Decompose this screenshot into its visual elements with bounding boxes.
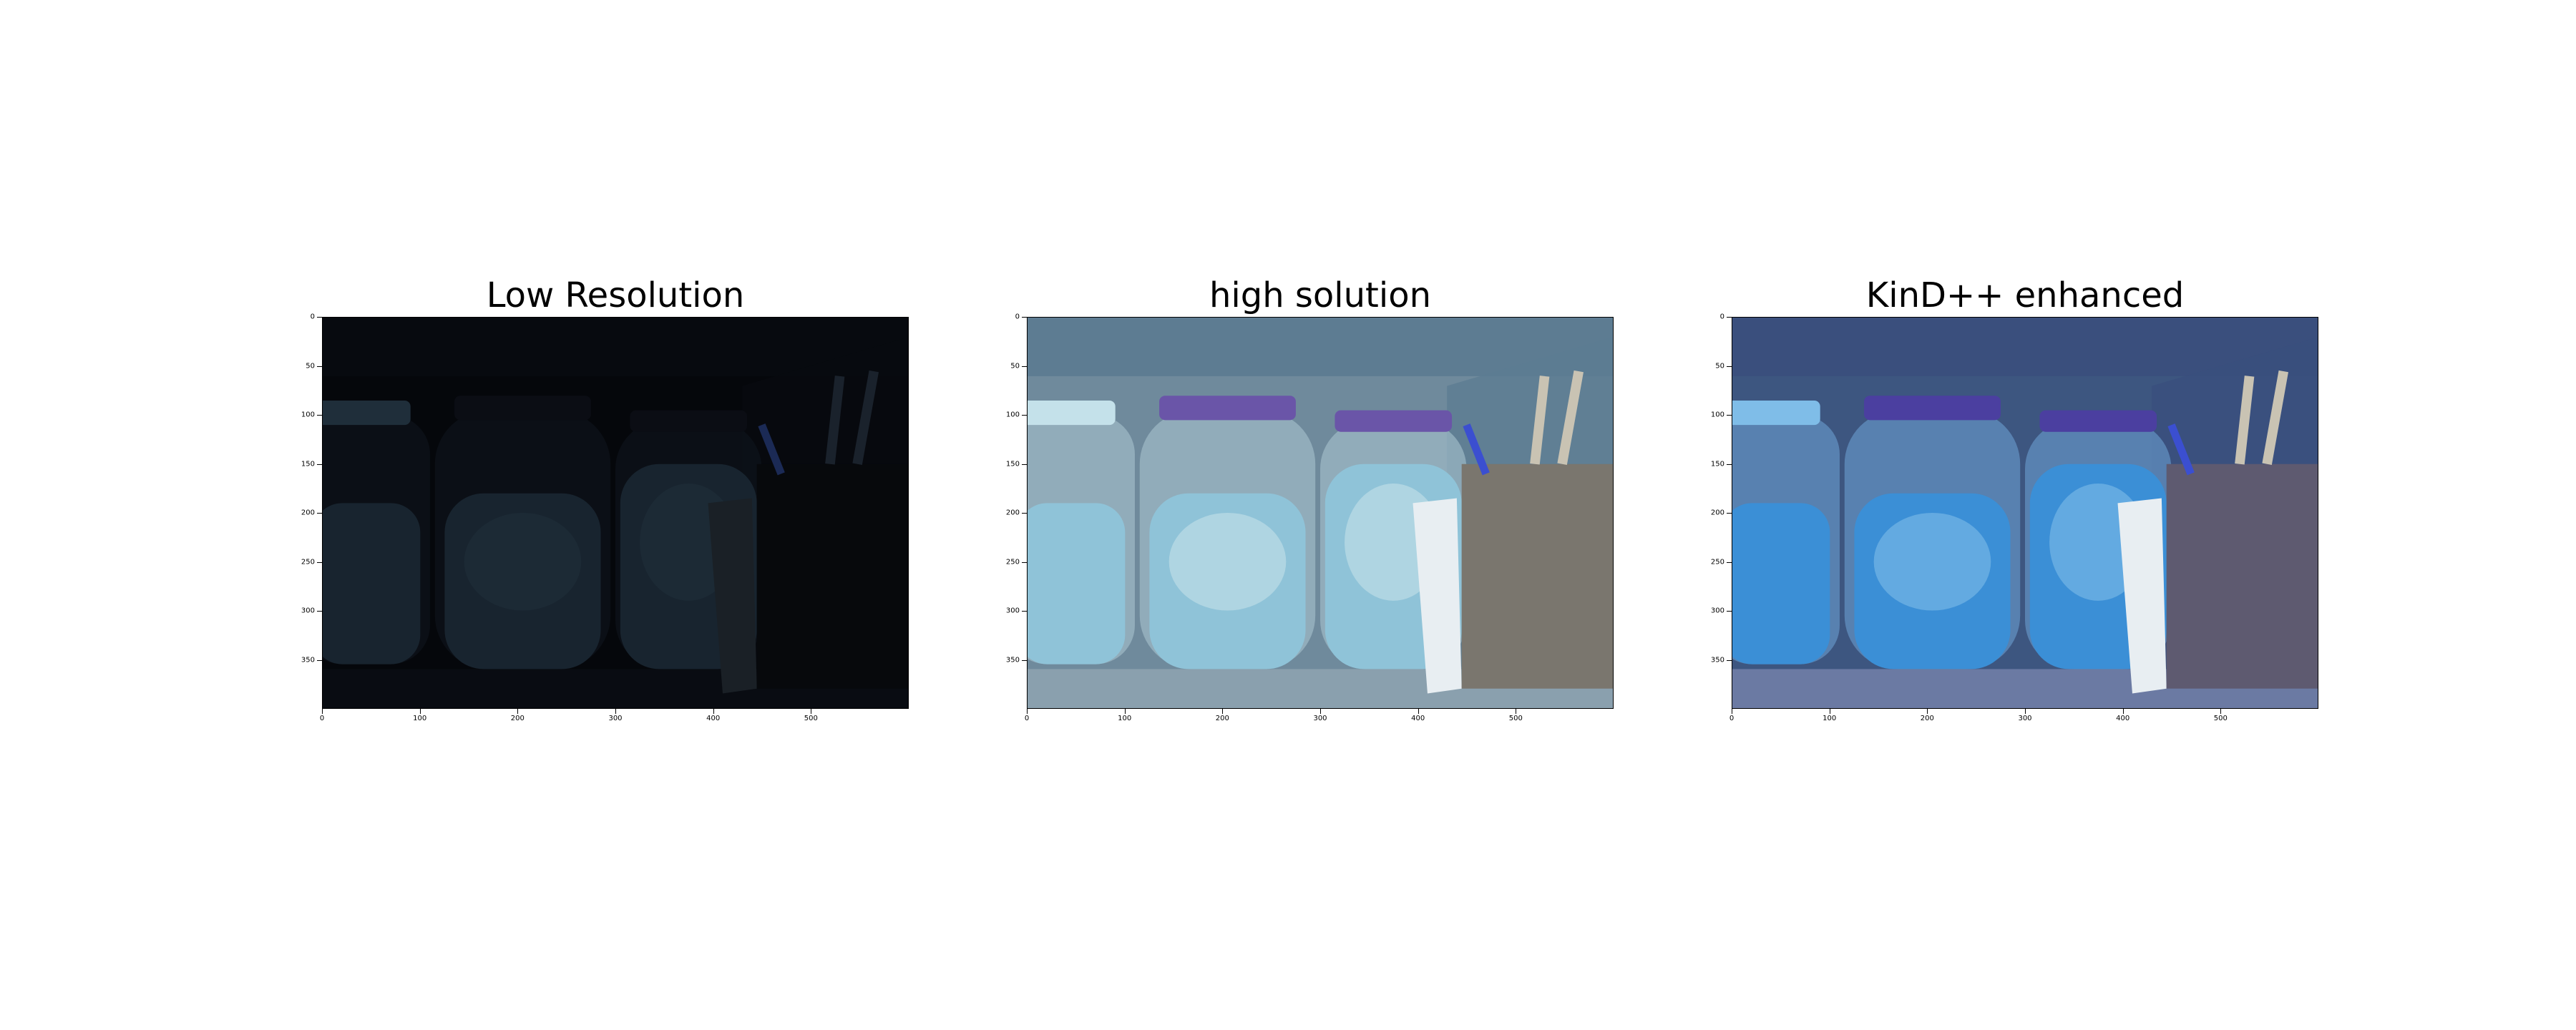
x-tick [1418,709,1419,714]
x-tick-label: 300 [2018,715,2032,722]
y-tick-label: 250 [1710,558,1724,566]
x-tick-label: 0 [319,715,325,722]
y-tick [317,415,322,416]
photo [1732,317,2318,709]
x-tick-label: 100 [1823,715,1837,722]
y-tick [317,464,322,465]
y-tick-label: 200 [301,509,315,517]
x-tick-label: 400 [706,715,721,722]
x-tick-label: 0 [1024,715,1030,722]
x-tick [1927,709,1928,714]
panel-title: KinD++ enhanced [1865,275,2185,315]
y-tick-label: 350 [301,656,315,664]
y-tick [1022,415,1027,416]
x-tick [322,709,323,714]
y-tick-label: 250 [1005,558,1020,566]
x-tick-label: 200 [510,715,525,722]
x-tick [1320,709,1321,714]
y-tick [1727,513,1732,514]
photo [1027,317,1614,709]
y-tick-label: 100 [1005,411,1020,419]
panel-title: Low Resolution [486,275,745,315]
y-tick [1022,317,1027,318]
x-tick [419,709,421,714]
y-tick [1727,317,1732,318]
y-tick [317,659,322,661]
x-tick-label: 100 [413,715,427,722]
x-tick-label: 500 [2213,715,2228,722]
y-tick-label: 0 [1015,313,1020,321]
x-tick-label: 400 [2116,715,2130,722]
y-tick-label: 50 [306,362,315,370]
y-tick-label: 300 [1710,607,1724,615]
y-tick [1022,611,1027,612]
y-tick [1022,513,1027,514]
y-tick-label: 0 [1719,313,1724,321]
y-tick [317,317,322,318]
y-tick-label: 100 [301,411,315,419]
x-tick-label: 400 [1411,715,1425,722]
y-tick [317,561,322,563]
x-tick-label: 500 [804,715,818,722]
y-tick-label: 150 [301,460,315,468]
x-tick [1222,709,1224,714]
y-tick [1022,561,1027,563]
y-tick [1022,464,1027,465]
y-tick [1022,659,1027,661]
y-tick-label: 250 [301,558,315,566]
y-tick-label: 350 [1005,656,1020,664]
y-tick [1727,464,1732,465]
x-tick [615,709,616,714]
y-tick-label: 0 [310,313,315,321]
y-tick [1727,611,1732,612]
y-tick-label: 50 [1010,362,1020,370]
y-tick [1022,366,1027,367]
x-tick [713,709,714,714]
y-tick [1727,366,1732,367]
y-tick-label: 200 [1710,509,1724,517]
x-tick-label: 200 [1215,715,1229,722]
x-tick [1124,709,1126,714]
y-tick-label: 200 [1005,509,1020,517]
y-tick [317,513,322,514]
x-tick [1027,709,1028,714]
y-tick [317,611,322,612]
y-tick [1727,561,1732,563]
y-tick [1727,415,1732,416]
y-tick-label: 50 [1715,362,1724,370]
x-tick-label: 300 [608,715,623,722]
y-tick-label: 300 [301,607,315,615]
y-tick-label: 100 [1710,411,1724,419]
panel-title: high solution [1209,275,1431,315]
y-tick [317,366,322,367]
x-tick [2122,709,2124,714]
x-tick-label: 500 [1508,715,1523,722]
y-tick [1727,659,1732,661]
x-tick [517,709,519,714]
x-tick [2025,709,2026,714]
y-tick-label: 150 [1005,460,1020,468]
x-tick-label: 0 [1729,715,1735,722]
photo [322,317,909,709]
x-tick-label: 300 [1313,715,1327,722]
y-tick-label: 300 [1005,607,1020,615]
x-tick-label: 100 [1118,715,1132,722]
x-tick-label: 200 [1920,715,1934,722]
x-tick [2220,709,2222,714]
y-tick-label: 350 [1710,656,1724,664]
y-tick-label: 150 [1710,460,1724,468]
